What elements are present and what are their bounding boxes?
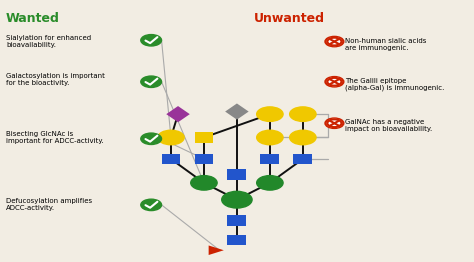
Circle shape [141, 76, 162, 88]
Bar [162, 154, 181, 164]
Circle shape [290, 130, 316, 145]
Circle shape [328, 119, 341, 127]
Text: Non-human sialic acids
are immunogenic.: Non-human sialic acids are immunogenic. [345, 38, 427, 51]
Polygon shape [225, 103, 249, 120]
Polygon shape [209, 245, 224, 255]
Text: GalNAc has a negative
impact on bioavailability.: GalNAc has a negative impact on bioavail… [345, 119, 432, 132]
Circle shape [257, 107, 283, 121]
Circle shape [257, 176, 283, 190]
Circle shape [141, 133, 162, 144]
Circle shape [257, 130, 283, 145]
Circle shape [158, 130, 184, 145]
Circle shape [141, 35, 162, 46]
Circle shape [328, 38, 341, 45]
Bar [228, 169, 246, 180]
Bar [260, 154, 279, 164]
Text: The Galili epitope
(alpha-Gal) is immunogenic.: The Galili epitope (alpha-Gal) is immuno… [345, 78, 445, 91]
Circle shape [222, 191, 252, 208]
Text: Wanted: Wanted [6, 12, 60, 25]
Bar [228, 215, 246, 226]
Text: Defucosylation amplifies
ADCC-activity.: Defucosylation amplifies ADCC-activity. [6, 198, 92, 211]
Text: Bisecting GlcNAc is
important for ADCC-activity.: Bisecting GlcNAc is important for ADCC-a… [6, 131, 104, 144]
Bar [228, 235, 246, 245]
Circle shape [328, 78, 341, 86]
Text: Galactosylation is important
for the bioactivity.: Galactosylation is important for the bio… [6, 73, 105, 86]
Text: Unwanted: Unwanted [254, 12, 324, 25]
Bar [194, 132, 213, 143]
Bar [194, 154, 213, 164]
Text: Sialylation for enhanced
bioavailability.: Sialylation for enhanced bioavailability… [6, 35, 91, 48]
Bar [293, 154, 312, 164]
Circle shape [191, 176, 217, 190]
Circle shape [141, 199, 162, 211]
Circle shape [325, 118, 344, 128]
Polygon shape [166, 106, 190, 122]
Circle shape [290, 107, 316, 121]
Circle shape [325, 77, 344, 87]
Circle shape [325, 36, 344, 47]
